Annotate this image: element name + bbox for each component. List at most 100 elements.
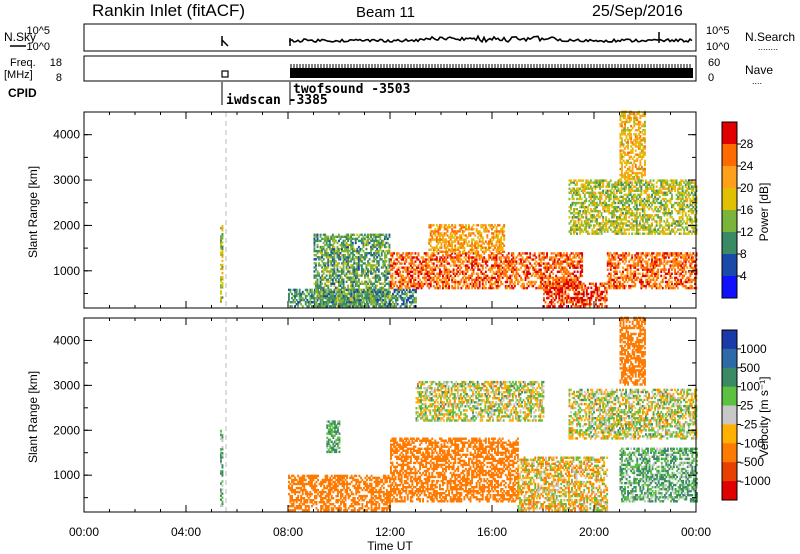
freq-strip: Freq. [MHz] 18 8 60 0 Nave .... bbox=[4, 55, 773, 86]
velocity-panel: 1000 2000 3000 4000 Slant Range [km] bbox=[26, 316, 698, 513]
freq-block-twofsound bbox=[290, 68, 693, 78]
power-data bbox=[220, 110, 698, 308]
velocity-ylabel: Slant Range [km] bbox=[26, 371, 40, 463]
noise-strip: N.Sky 10^5 10^0 10^5 10^0 N.Search .....… bbox=[4, 23, 795, 53]
power-scale-label-0: 28 bbox=[740, 137, 754, 151]
velocity-scale-label-0: 1000 bbox=[740, 342, 767, 356]
velocity-scale-title: Velocity [m s⁻¹] bbox=[757, 376, 771, 457]
power-observation-2 bbox=[313, 233, 391, 308]
power-colorbar: 28 24 20 16 12 8 4 bbox=[721, 121, 754, 299]
nave-right-bottom: 0 bbox=[708, 72, 714, 84]
power-scale-title: Power [dB] bbox=[757, 183, 771, 242]
freq-comb bbox=[290, 64, 691, 68]
cpid-label: CPID bbox=[8, 86, 37, 100]
nsearch-dots: ........ bbox=[758, 42, 778, 52]
freq-label-line2: [MHz] bbox=[4, 69, 33, 81]
xtick-6: 00:00 bbox=[681, 525, 711, 539]
velocity-observation-6 bbox=[568, 388, 698, 440]
velocity-scale-swatch-7 bbox=[722, 462, 737, 482]
power-scale-label-1: 24 bbox=[740, 159, 754, 173]
velocity-scale-label-5: -100 bbox=[740, 436, 764, 450]
velocity-scale-label-3: 25 bbox=[740, 399, 754, 413]
power-ylabel: Slant Range [km] bbox=[26, 166, 40, 258]
power-observation-3 bbox=[390, 252, 584, 290]
noise-trace bbox=[221, 32, 693, 47]
velocity-scale-label-6: -500 bbox=[740, 455, 764, 469]
power-scale-swatch-7 bbox=[722, 276, 737, 299]
freq-label-line1: Freq. bbox=[10, 57, 36, 69]
power-observation-4 bbox=[428, 224, 506, 253]
power-ytick-0: 1000 bbox=[53, 264, 80, 278]
power-observation-5 bbox=[543, 282, 608, 308]
xtick-0: 00:00 bbox=[69, 525, 99, 539]
nave-label: Nave bbox=[745, 63, 773, 77]
noise-right-top: 10^5 bbox=[706, 25, 730, 37]
velocity-colorbar: 1000 500 100 25 -25 -100 -500 -1000 bbox=[721, 329, 771, 501]
station-title: Rankin Inlet (fitACF) bbox=[92, 1, 245, 20]
power-observation-0 bbox=[220, 225, 224, 303]
nave-right-top: 60 bbox=[708, 57, 720, 69]
power-scale-label-4: 12 bbox=[740, 225, 754, 239]
velocity-observation-5 bbox=[415, 380, 545, 422]
power-ytick-2: 3000 bbox=[53, 173, 80, 187]
power-observation-7 bbox=[568, 179, 698, 235]
xtick-5: 20:00 bbox=[579, 525, 609, 539]
x-axis: 00:00 04:00 08:00 12:00 16:00 20:00 00:00 bbox=[69, 525, 711, 539]
power-scale-label-5: 8 bbox=[740, 247, 747, 261]
velocity-data bbox=[220, 316, 698, 512]
nave-dots: .... bbox=[752, 76, 762, 86]
velocity-observation-3 bbox=[390, 437, 519, 503]
velocity-scale-swatch-8 bbox=[722, 481, 737, 501]
velocity-scale-swatch-0 bbox=[722, 330, 737, 350]
velocity-ytick-2: 3000 bbox=[53, 378, 80, 392]
power-scale-swatch-3 bbox=[722, 188, 737, 211]
power-y-axis: 1000 2000 3000 4000 bbox=[53, 111, 697, 308]
power-scale-label-2: 20 bbox=[740, 181, 754, 195]
velocity-scale-label-4: -25 bbox=[740, 417, 758, 431]
velocity-scale-swatch-1 bbox=[722, 348, 737, 369]
velocity-scale-swatch-6 bbox=[722, 443, 737, 463]
freq-left-top: 18 bbox=[50, 57, 62, 69]
velocity-y-axis: 1000 2000 3000 4000 bbox=[53, 317, 697, 512]
noise-left-bottom: 10^0 bbox=[26, 41, 50, 53]
noise-right-bottom: 10^0 bbox=[706, 41, 730, 53]
date-label: 25/Sep/2016 bbox=[592, 3, 683, 20]
velocity-ytick-1: 2000 bbox=[53, 423, 80, 437]
velocity-scale-swatch-4 bbox=[722, 405, 737, 425]
velocity-ytick-3: 4000 bbox=[53, 333, 80, 347]
nsky-label: N.Sky bbox=[4, 30, 36, 44]
power-scale-swatch-5 bbox=[722, 232, 737, 255]
velocity-scale-swatch-2 bbox=[722, 367, 737, 388]
beam-label: Beam 11 bbox=[356, 4, 415, 21]
velocity-scale-swatch-5 bbox=[722, 424, 737, 444]
power-scale-label-6: 4 bbox=[740, 269, 747, 283]
velocity-observation-0 bbox=[220, 429, 224, 507]
velocity-scale-label-7: -1000 bbox=[740, 474, 771, 488]
velocity-observation-8 bbox=[619, 316, 646, 386]
power-scale-swatch-1 bbox=[722, 144, 737, 167]
xtick-1: 04:00 bbox=[171, 525, 201, 539]
xtick-4: 16:00 bbox=[477, 525, 507, 539]
velocity-scale-label-2: 100 bbox=[740, 380, 760, 394]
power-scale-swatch-6 bbox=[722, 254, 737, 277]
power-scale-label-3: 16 bbox=[740, 203, 754, 217]
velocity-observation-2 bbox=[326, 420, 341, 454]
noise-left-top: 10^5 bbox=[26, 25, 50, 37]
x-axis-label: Time UT bbox=[367, 539, 413, 553]
freq-left-bottom: 8 bbox=[56, 72, 62, 84]
power-observation-6 bbox=[606, 252, 698, 290]
xtick-3: 12:00 bbox=[375, 525, 405, 539]
velocity-observation-7 bbox=[619, 447, 698, 503]
velocity-observation-1 bbox=[288, 474, 391, 512]
velocity-scale-label-1: 500 bbox=[740, 361, 760, 375]
power-scale-swatch-2 bbox=[722, 166, 737, 189]
power-scale-swatch-0 bbox=[722, 122, 737, 145]
nsearch-label: N.Search bbox=[745, 30, 795, 44]
velocity-scale-swatch-3 bbox=[722, 386, 737, 407]
power-ytick-3: 4000 bbox=[53, 128, 80, 142]
freq-mark-iwdscan bbox=[221, 70, 229, 78]
velocity-observation-4 bbox=[517, 456, 609, 512]
power-observation-8 bbox=[619, 110, 646, 181]
power-panel: 1000 2000 3000 4000 Slant Range [km] bbox=[26, 110, 698, 309]
